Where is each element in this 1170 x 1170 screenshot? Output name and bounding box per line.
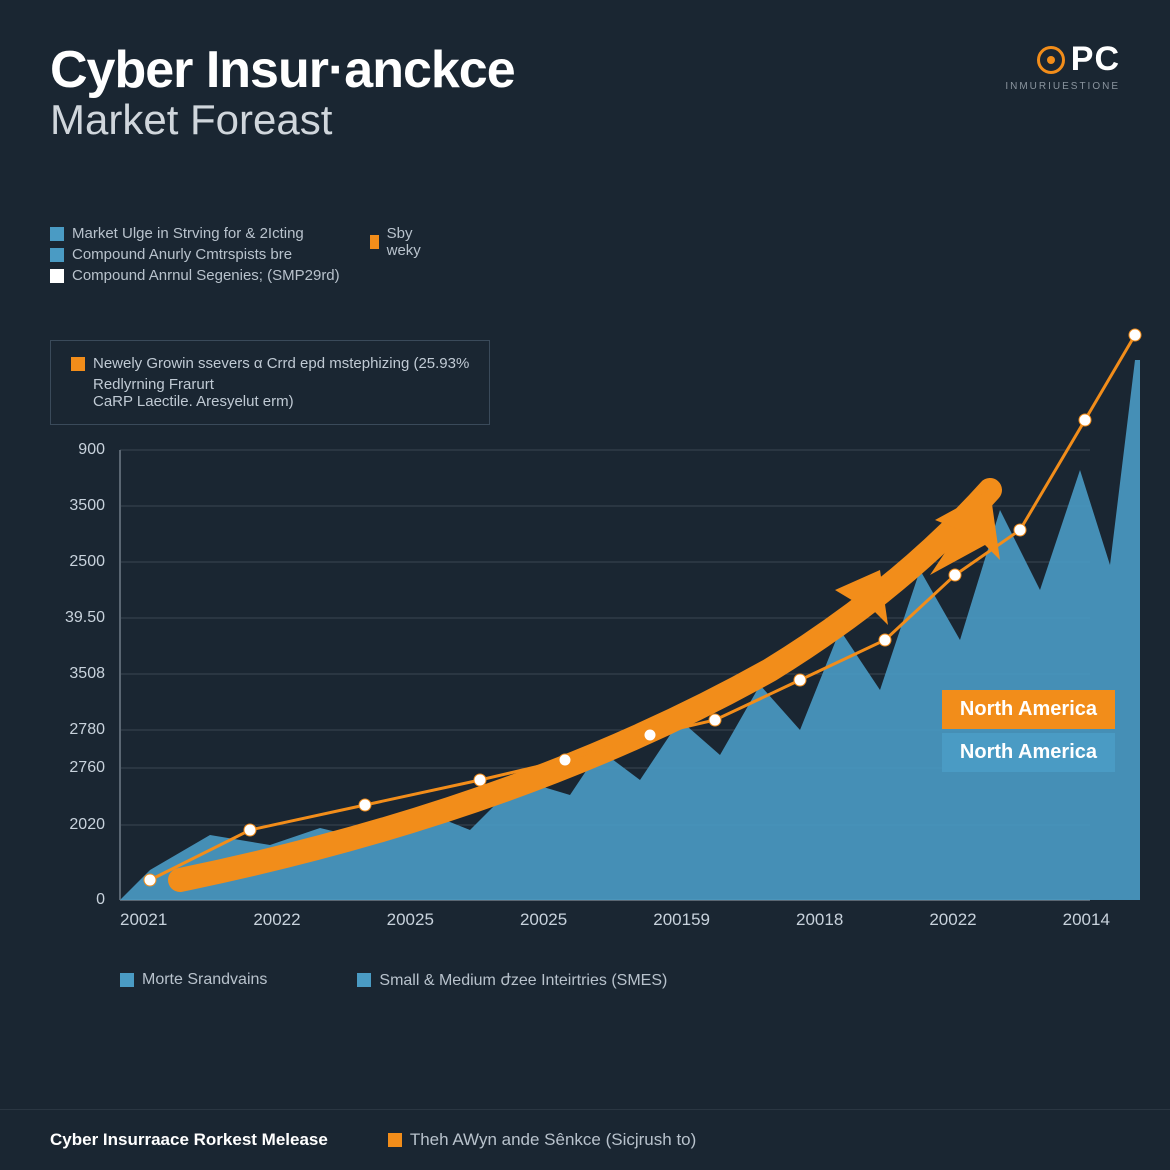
logo-subtext: INMURIUESTIONE (1005, 81, 1120, 92)
legend-label: Compound Anurly Cmtrspists bre (72, 246, 292, 263)
legend-label: Small & Medium ժzee Inteirtries (SMES) (379, 970, 667, 990)
x-axis-labels: 20021 20022 20025 20025 200159 20018 20022 2001… (120, 910, 1110, 930)
callout-line: Redlyrning Frarurt (71, 376, 469, 393)
callout-box: Newely Growin ssevers α Crrd epd mstephi… (50, 340, 490, 425)
callout-line: Newely Growin ssevers α Crrd epd mstephi… (93, 355, 469, 372)
legend-swatch (388, 1133, 402, 1147)
page-title: Cyber Insur·anckce (50, 40, 1120, 100)
logo-text: PC (1071, 40, 1120, 79)
legend-label: Market Ulge in Strving for & 2Icting (72, 225, 304, 242)
legend-item: Market Ulge in Strving for & 2Icting (50, 225, 340, 242)
region-label: North America (942, 690, 1115, 729)
legend-swatch (357, 973, 371, 987)
bottom-legend: Morte Srandvains Small & Medium ժzee Inte… (120, 970, 667, 990)
footer-title: Cyber Insurraace Rorkest Melease (50, 1130, 328, 1150)
page-subtitle: Market Foreast (50, 96, 1120, 144)
x-tick-label: 20025 (387, 910, 434, 930)
region-labels: North America North America (942, 690, 1115, 776)
forecast-chart (70, 450, 1090, 900)
x-tick-label: 20025 (520, 910, 567, 930)
logo-icon (1037, 46, 1065, 74)
legend-label: Compound Anrnul Segenies; (SMP29rd) (72, 267, 340, 284)
x-tick-label: 20021 (120, 910, 167, 930)
legend-top: Market Ulge in Strving for & 2Icting Comp… (50, 225, 340, 288)
legend-swatch (120, 973, 134, 987)
footer-item: Theh AWyn ande Sênkce (Sicjrush to) (388, 1130, 696, 1150)
x-tick-label: 20014 (1063, 910, 1110, 930)
legend-item: Compound Anrnul Segenies; (SMP29rd) (50, 267, 340, 284)
legend-swatch (50, 269, 64, 283)
x-tick-label: 20022 (929, 910, 976, 930)
region-label: North America (942, 733, 1115, 772)
legend-item: Morte Srandvains (120, 971, 267, 989)
logo: PC INMURIUESTIONE (1005, 40, 1120, 92)
legend-label: Morte Srandvains (142, 971, 267, 989)
legend-label: Sby weky (387, 225, 427, 259)
header: Cyber Insur·anckce Market Foreast (50, 40, 1120, 144)
legend-swatch (370, 235, 379, 249)
x-tick-label: 20018 (796, 910, 843, 930)
callout-line: CaRP Laectile. Aresyelut erm) (71, 393, 469, 410)
legend-item: Small & Medium ժzee Inteirtries (SMES) (357, 970, 667, 990)
footer: Cyber Insurraace Rorkest Melease Theh AW… (0, 1109, 1170, 1170)
legend-item: Compound Anurly Cmtrspists bre (50, 246, 340, 263)
x-tick-label: 20022 (253, 910, 300, 930)
legend-swatch (50, 248, 64, 262)
x-tick-label: 200159 (653, 910, 710, 930)
legend-item: Sby weky (370, 225, 426, 259)
footer-label: Theh AWyn ande Sênkce (Sicjrush to) (410, 1130, 696, 1150)
legend-swatch (50, 227, 64, 241)
callout-swatch (71, 357, 85, 371)
